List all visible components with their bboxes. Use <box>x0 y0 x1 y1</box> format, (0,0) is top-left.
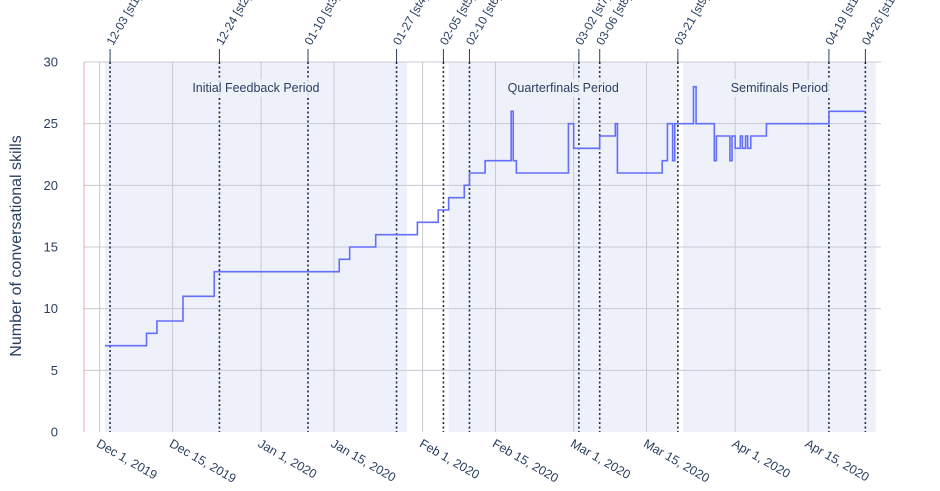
x-tick-label: Apr 15, 2020 <box>803 436 872 484</box>
y-tick-label: 0 <box>51 425 58 440</box>
period-labels: Initial Feedback Period Quarterfinals Per… <box>188 79 833 97</box>
period-label: Semifinals Period <box>731 81 828 95</box>
series-layer <box>104 85 866 347</box>
y-tick-label: 10 <box>44 301 58 316</box>
x-tick-label: Dec 1, 2019 <box>94 436 159 482</box>
y-tick-label: 15 <box>44 240 58 255</box>
stage-marker-label: 03-21 [st9] <box>671 0 711 47</box>
y-axis-label: Number of conversational skills <box>8 135 25 356</box>
stage-marker-label: 12-24 [st2] <box>213 0 253 48</box>
x-tick-label: Jan 15, 2020 <box>329 436 399 484</box>
y-tick-label: 25 <box>44 116 58 131</box>
y-axis-ticks: 0 5 10 15 20 25 30 <box>44 55 58 440</box>
x-tick-label: Dec 15, 2019 <box>167 436 238 485</box>
x-tick-label: Feb 1, 2020 <box>417 436 482 482</box>
period-label-bg <box>726 79 833 97</box>
stage-marker-label: 04-26 [st11] <box>859 0 902 48</box>
stage-marker-label: 12-03 [st1] <box>104 0 144 47</box>
marker-labels: 12-03 [st1] 12-24 [st2] 01-10 [st3] 01-27 [… <box>104 0 903 48</box>
x-tick-label: Apr 1, 2020 <box>730 436 793 480</box>
series-line <box>104 85 866 347</box>
period-label-bg <box>188 79 324 97</box>
y-tick-label: 5 <box>51 363 58 378</box>
period-label: Initial Feedback Period <box>192 81 319 95</box>
period-label-bg <box>503 79 623 97</box>
grid-lines <box>83 61 881 432</box>
y-tick-label: 30 <box>44 55 58 70</box>
x-tick-label: Jan 1, 2020 <box>256 436 320 481</box>
y-tick-label: 20 <box>44 178 58 193</box>
stage-marker-label: 01-27 [st4] <box>390 0 430 47</box>
stage-marker-label: 01-10 [st3] <box>301 0 341 47</box>
x-tick-label: Feb 15, 2020 <box>490 436 561 485</box>
stage-markers <box>109 49 867 432</box>
period-label: Quarterfinals Period <box>508 81 619 95</box>
x-axis-ticks: Dec 1, 2019 Dec 15, 2019 Jan 1, 2020 Jan 15… <box>94 436 871 485</box>
x-tick-label: Mar 1, 2020 <box>568 436 633 482</box>
x-tick-label: Mar 15, 2020 <box>641 436 712 485</box>
